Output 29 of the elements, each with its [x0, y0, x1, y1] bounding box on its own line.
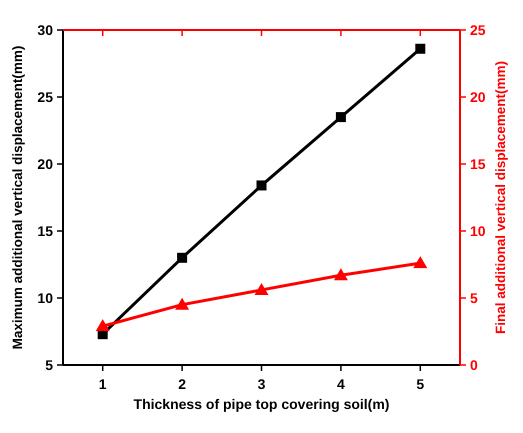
y2-tick-label: 5 [470, 290, 478, 306]
point [415, 44, 426, 54]
x-axis-title: Thickness of pipe top covering soil(m) [134, 396, 390, 412]
x-tick-label: 2 [178, 376, 186, 392]
point [175, 298, 190, 310]
y2-tick-label: 10 [470, 223, 486, 239]
point [256, 180, 266, 190]
y-axis-title: Maximum additional vertical displacement(mm) [10, 46, 25, 350]
y-tick-label: 5 [45, 357, 54, 373]
y-tick-label: 25 [37, 89, 54, 105]
y-tick-label: 10 [37, 290, 54, 306]
point [336, 112, 346, 122]
point [96, 319, 110, 332]
y-tick-label: 30 [37, 22, 54, 38]
y2-tick-label: 0 [470, 357, 478, 373]
point [413, 256, 428, 268]
x-tick-label: 3 [258, 376, 266, 392]
x-tick-label: 5 [416, 376, 424, 392]
point [254, 282, 268, 295]
x-tick-label: 4 [337, 376, 345, 392]
point [177, 252, 188, 263]
y2-axis-title: Final additional vertical displacement(mm) [493, 60, 508, 334]
y-tick-label: 15 [37, 223, 54, 239]
y-tick-label: 20 [37, 156, 54, 172]
y2-tick-label: 15 [470, 156, 486, 172]
x-tick-label: 1 [98, 376, 107, 392]
point [334, 268, 348, 280]
y2-tick-label: 25 [470, 22, 486, 38]
y2-tick-label: 20 [470, 89, 486, 105]
